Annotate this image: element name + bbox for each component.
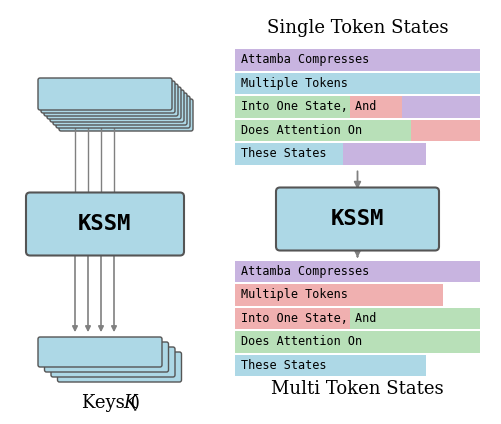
Text: Single Token States: Single Token States [266, 19, 447, 37]
FancyBboxPatch shape [26, 192, 184, 256]
FancyBboxPatch shape [45, 342, 168, 372]
Text: Multi Token States: Multi Token States [271, 380, 443, 398]
FancyBboxPatch shape [56, 96, 189, 128]
Bar [234, 73, 479, 94]
Bar [234, 120, 411, 141]
Text: Attamba Compresses: Attamba Compresses [240, 53, 369, 66]
FancyBboxPatch shape [51, 347, 175, 377]
Text: Multiple Tokens: Multiple Tokens [240, 77, 347, 90]
FancyBboxPatch shape [47, 87, 181, 119]
Bar [411, 120, 479, 141]
Text: Multiple Tokens: Multiple Tokens [240, 288, 347, 301]
Text: K: K [123, 394, 137, 412]
Text: These States: These States [240, 359, 326, 372]
Bar [234, 96, 350, 117]
FancyBboxPatch shape [50, 90, 184, 122]
Text: Keys (: Keys ( [82, 394, 137, 412]
Bar [234, 143, 342, 165]
Bar [234, 260, 479, 282]
Text: Into One State, And: Into One State, And [240, 100, 376, 113]
Text: These States: These States [240, 147, 326, 160]
Bar [234, 354, 425, 376]
FancyBboxPatch shape [53, 93, 187, 125]
FancyBboxPatch shape [59, 99, 192, 131]
Bar [234, 49, 479, 70]
Bar [342, 143, 425, 165]
FancyBboxPatch shape [41, 81, 175, 113]
Text: Attamba Compresses: Attamba Compresses [240, 265, 369, 278]
Text: Does Attention On: Does Attention On [240, 335, 361, 348]
FancyBboxPatch shape [38, 78, 172, 110]
Bar [234, 284, 442, 306]
Text: KSSM: KSSM [78, 214, 131, 234]
FancyBboxPatch shape [38, 337, 162, 367]
FancyBboxPatch shape [44, 84, 178, 116]
FancyBboxPatch shape [58, 352, 181, 382]
Bar [401, 96, 479, 117]
Bar [234, 307, 350, 329]
Bar [350, 307, 479, 329]
Text: Does Attention On: Does Attention On [240, 124, 361, 137]
Bar [350, 96, 401, 117]
Bar [234, 331, 479, 352]
Text: Into One State, And: Into One State, And [240, 312, 376, 325]
FancyBboxPatch shape [276, 187, 438, 251]
Text: ): ) [133, 394, 140, 412]
Text: KSSM: KSSM [330, 209, 383, 229]
